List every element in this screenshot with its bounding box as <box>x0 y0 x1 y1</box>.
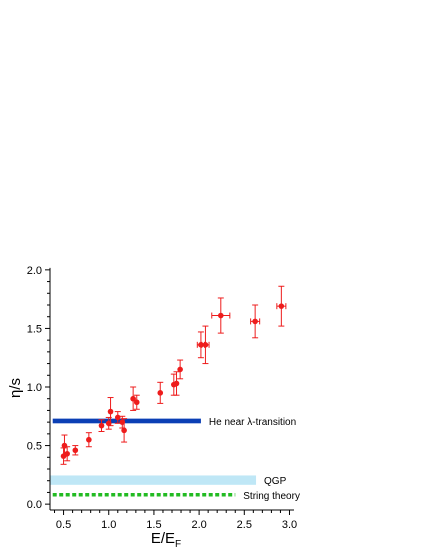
data-point <box>86 436 92 443</box>
x-tick-label: 2.5 <box>237 519 252 531</box>
data-point <box>130 395 136 402</box>
x-tick-label: 1.5 <box>146 519 161 531</box>
data-point <box>72 447 79 454</box>
band-he <box>52 418 201 424</box>
y-axis-label: η/s <box>7 378 24 398</box>
x-axis-label-subscript: F <box>175 539 181 550</box>
x-axis-label-main: E/E <box>151 530 175 547</box>
y-tick-label: 0.0 <box>27 499 42 511</box>
band-label-qgp: QGP <box>264 476 287 487</box>
ticks-layer: 0.0 0.5 1.0 1.5 2.0 0.5 1.0 1.5 2.0 2.5 3.0 <box>27 265 297 531</box>
data-point <box>64 450 70 457</box>
data-point <box>133 399 140 406</box>
band-qgp <box>50 475 257 485</box>
data-point <box>173 380 180 387</box>
data-point <box>98 422 105 429</box>
y-tick-label: 1.0 <box>27 382 42 394</box>
band-label-string: String theory <box>243 491 300 502</box>
bands-layer <box>50 418 257 497</box>
data-point <box>278 303 285 309</box>
x-axis-label: E/EF <box>151 530 181 550</box>
x-tick-label: 2.0 <box>191 519 206 531</box>
y-tick-label: 1.5 <box>27 323 42 335</box>
data-point <box>61 442 68 449</box>
data-point <box>121 427 127 434</box>
data-point <box>252 318 258 325</box>
band-label-he: He near λ-transition <box>209 417 296 428</box>
data-point <box>202 342 209 348</box>
axes <box>49 267 294 511</box>
y-tick-label: 0.5 <box>27 441 42 453</box>
x-tick-label: 0.5 <box>56 519 71 531</box>
data-point <box>114 414 121 421</box>
data-point <box>177 366 183 373</box>
data-point <box>157 390 164 396</box>
data-points-layer <box>60 285 287 465</box>
x-tick-label: 3.0 <box>282 519 297 531</box>
x-tick-label: 1.0 <box>101 519 116 531</box>
y-tick-label: 2.0 <box>27 265 42 277</box>
band-labels-layer: He near λ-transition QGP String theory <box>209 417 300 502</box>
data-point <box>218 312 224 319</box>
data-point <box>107 408 114 415</box>
